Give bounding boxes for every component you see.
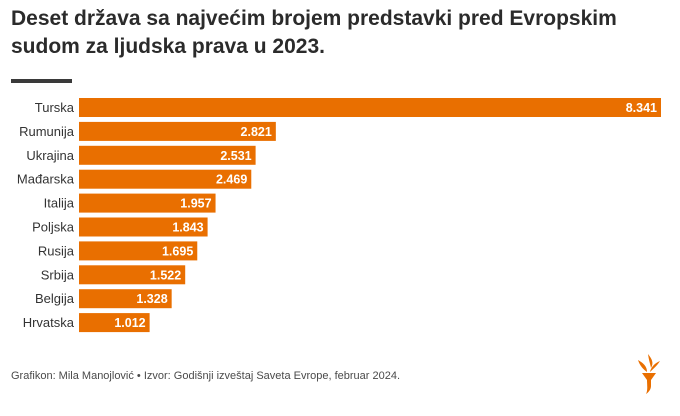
category-label: Rumunija: [19, 124, 75, 139]
value-label: 1.328: [136, 292, 167, 306]
value-label: 2.821: [241, 125, 272, 139]
category-label: Turska: [35, 100, 75, 115]
bar: [79, 241, 198, 261]
category-label: Rusija: [38, 243, 75, 258]
chart-title: Deset država sa najvećim brojem predstav…: [11, 7, 617, 58]
category-label: Italija: [44, 196, 75, 211]
bar: [79, 121, 276, 141]
value-label: 1.695: [162, 244, 193, 258]
bar: [79, 313, 150, 333]
category-label: Mađarska: [17, 172, 75, 187]
value-label: 8.341: [626, 101, 657, 115]
value-label: 1.957: [180, 197, 211, 211]
category-label: Srbija: [41, 267, 75, 282]
bar: [79, 289, 172, 309]
bar-chart: Turska 8.341 Rumunija 2.821 Ukrajina 2.531 Mađ…: [17, 98, 661, 333]
torch-logo-icon: [638, 354, 660, 394]
title-underline-rule: [11, 79, 72, 83]
value-label: 1.522: [150, 268, 181, 282]
value-label: 1.012: [114, 316, 145, 330]
category-label: Hrvatska: [23, 315, 75, 330]
bar: [79, 193, 216, 213]
value-label: 1.843: [172, 221, 203, 235]
value-label: 2.469: [216, 173, 247, 187]
bar: [79, 265, 186, 285]
category-label: Belgija: [35, 291, 75, 306]
bar: [79, 169, 252, 189]
bar: [79, 145, 256, 165]
category-label: Poljska: [32, 220, 75, 235]
category-label: Ukrajina: [26, 148, 74, 163]
bar: [79, 98, 661, 117]
value-label: 2.531: [220, 149, 251, 163]
source-credit: Grafikon: Mila Manojlović • Izvor: Godiš…: [11, 370, 401, 382]
bar: [79, 217, 208, 237]
